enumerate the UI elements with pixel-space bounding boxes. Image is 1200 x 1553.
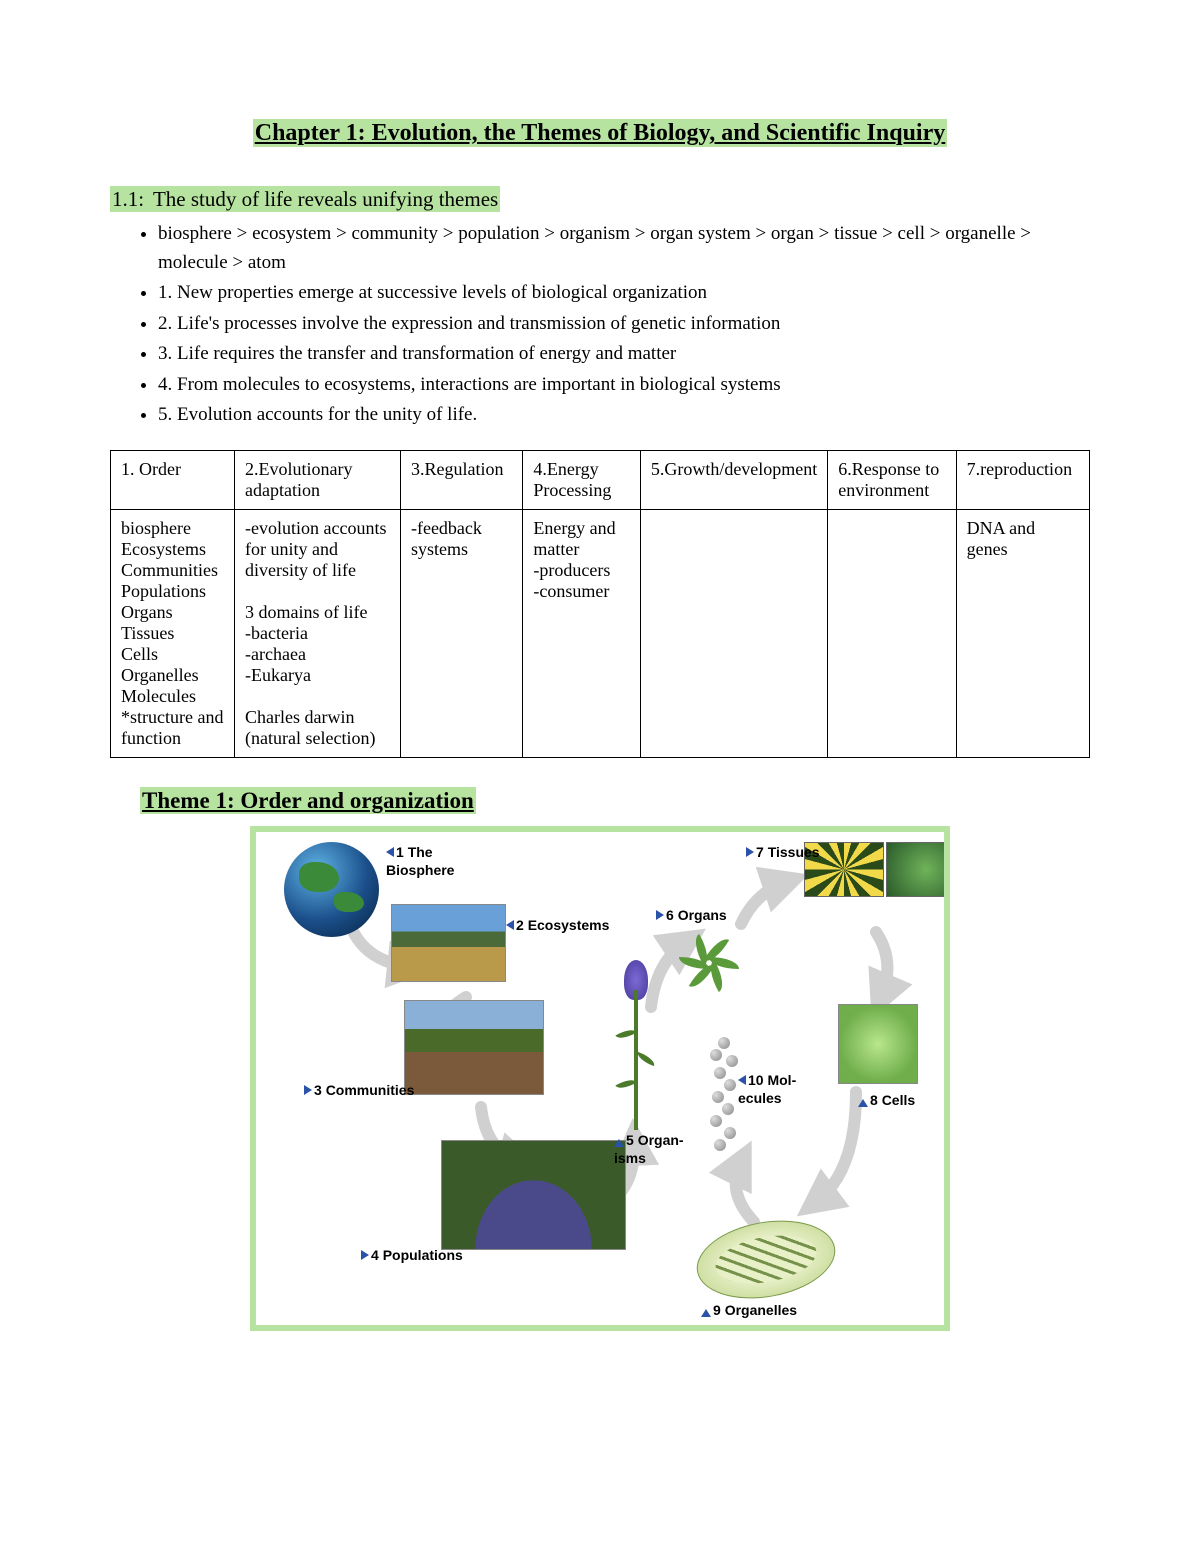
- diagram-node-1: 1 The Biosphere: [386, 844, 454, 878]
- chapter-title-text: Chapter 1: Evolution, the Themes of Biol…: [253, 119, 948, 147]
- themes-table: 1. Order 2.Evolutionary adaptation 3.Reg…: [110, 450, 1090, 758]
- diagram-node-label: The: [408, 844, 433, 860]
- ecosystem-thumb: [391, 904, 506, 982]
- table-cell: biosphere Ecosystems Communities Populat…: [111, 509, 235, 757]
- section-number: 1.1:: [110, 186, 146, 212]
- section-1-1-heading: 1.1: The study of life reveals unifying …: [110, 187, 1090, 212]
- section-heading-text: The study of life reveals unifying theme…: [146, 186, 500, 212]
- marker-triangle-icon: [738, 1075, 746, 1085]
- population-thumb: [441, 1140, 626, 1250]
- diagram-node-label: Organelles: [725, 1302, 797, 1318]
- document-page: Chapter 1: Evolution, the Themes of Biol…: [0, 0, 1200, 1553]
- table-cell: -evolution accounts for unity and divers…: [235, 509, 401, 757]
- section-1-1-bullets: biosphere > ecosystem > community > popu…: [158, 220, 1090, 430]
- bullet-item: biosphere > ecosystem > community > popu…: [158, 220, 1090, 277]
- organization-diagram: 1 The Biosphere 2 Ecosystems 3 Communities 4…: [250, 826, 950, 1331]
- table-header-row: 1. Order 2.Evolutionary adaptation 3.Reg…: [111, 450, 1090, 509]
- organ-icon: [674, 927, 744, 997]
- chapter-title: Chapter 1: Evolution, the Themes of Biol…: [110, 120, 1090, 147]
- diagram-node-label: Mol-: [767, 1072, 796, 1088]
- diagram-node-10: 10 Mol-ecules: [738, 1072, 796, 1106]
- diagram-node-number: 10: [748, 1072, 767, 1088]
- theme-1-heading: Theme 1: Order and organization: [140, 788, 1090, 814]
- biosphere-icon: [284, 842, 379, 937]
- diagram-node-7: 7 Tissues: [746, 844, 820, 862]
- organism-icon: [614, 960, 659, 1130]
- table-header: 3.Regulation: [400, 450, 522, 509]
- marker-triangle-icon: [506, 920, 514, 930]
- table-cell: [640, 509, 827, 757]
- marker-triangle-icon: [386, 847, 394, 857]
- bullet-item: 2. Life's processes involve the expressi…: [158, 310, 1090, 339]
- diagram-node-label: Organ-: [638, 1132, 684, 1148]
- table-header: 1. Order: [111, 450, 235, 509]
- table-header: 5.Growth/development: [640, 450, 827, 509]
- diagram-node-3: 3 Communities: [304, 1082, 414, 1100]
- marker-triangle-icon: [701, 1304, 711, 1317]
- table-header: 6.Response to environment: [828, 450, 956, 509]
- diagram-node-9: 9 Organelles: [701, 1302, 797, 1320]
- table-header: 2.Evolutionary adaptation: [235, 450, 401, 509]
- diagram-node-label: ecules: [738, 1090, 796, 1106]
- diagram-node-number: 9: [713, 1302, 725, 1318]
- table-cell: [828, 509, 956, 757]
- diagram-node-5: 5 Organ-isms: [614, 1132, 684, 1166]
- cell-thumb: [838, 1004, 918, 1084]
- tissue-thumb-b: [886, 842, 950, 897]
- diagram-node-label: Biosphere: [386, 862, 454, 878]
- diagram-node-number: 5: [626, 1132, 638, 1148]
- diagram-node-2: 2 Ecosystems: [506, 917, 609, 935]
- diagram-node-number: 2: [516, 917, 528, 933]
- diagram-node-label: Cells: [882, 1092, 915, 1108]
- bullet-item: 5. Evolution accounts for the unity of l…: [158, 401, 1090, 430]
- marker-triangle-icon: [656, 910, 664, 920]
- diagram-node-label: Communities: [326, 1082, 415, 1098]
- diagram-node-label: Organs: [678, 907, 727, 923]
- diagram-node-8: 8 Cells: [858, 1092, 915, 1110]
- community-thumb: [404, 1000, 544, 1095]
- table-row: biosphere Ecosystems Communities Populat…: [111, 509, 1090, 757]
- diagram-node-label: isms: [614, 1150, 684, 1166]
- bullet-item: 3. Life requires the transfer and transf…: [158, 340, 1090, 369]
- diagram-node-4: 4 Populations: [361, 1247, 463, 1265]
- marker-triangle-icon: [746, 847, 754, 857]
- diagram-node-label: Populations: [383, 1247, 463, 1263]
- marker-triangle-icon: [304, 1085, 312, 1095]
- diagram-node-number: 6: [666, 907, 678, 923]
- diagram-node-label: Ecosystems: [528, 917, 610, 933]
- diagram-node-number: 4: [371, 1247, 383, 1263]
- diagram-node-number: 8: [870, 1092, 882, 1108]
- diagram-node-number: 7: [756, 844, 768, 860]
- table-header: 7.reproduction: [956, 450, 1089, 509]
- marker-triangle-icon: [858, 1094, 868, 1107]
- table-cell: Energy and matter -producers -consumer: [523, 509, 640, 757]
- diagram-node-number: 1: [396, 844, 408, 860]
- table-header: 4.Energy Processing: [523, 450, 640, 509]
- diagram-node-number: 3: [314, 1082, 326, 1098]
- marker-triangle-icon: [361, 1250, 369, 1260]
- diagram-node-label: Tissues: [768, 844, 820, 860]
- table-cell: DNA and genes: [956, 509, 1089, 757]
- theme-1-heading-text: Theme 1: Order and organization: [140, 787, 476, 814]
- bullet-item: 1. New properties emerge at successive l…: [158, 279, 1090, 308]
- bullet-item: 4. From molecules to ecosystems, interac…: [158, 371, 1090, 400]
- marker-triangle-icon: [614, 1134, 624, 1147]
- table-cell: -feedback systems: [400, 509, 522, 757]
- diagram-node-6: 6 Organs: [656, 907, 727, 925]
